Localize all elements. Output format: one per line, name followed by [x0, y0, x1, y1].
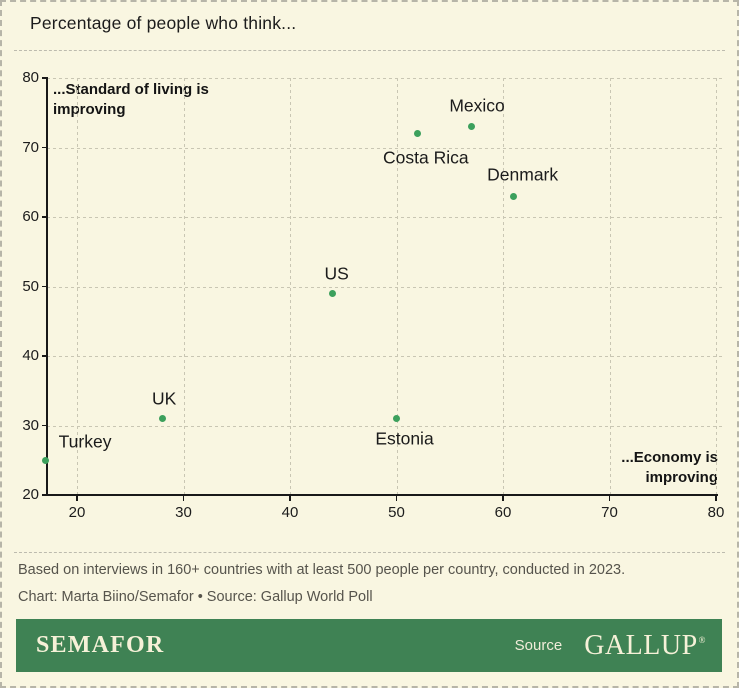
- h-gridline: [47, 78, 725, 79]
- data-point-estonia: [393, 415, 400, 423]
- title-separator: [14, 50, 725, 51]
- country-label-uk: UK: [152, 388, 177, 409]
- x-tick-label: 40: [281, 504, 299, 521]
- h-gridline: [47, 147, 725, 149]
- x-tick-label: 30: [175, 504, 192, 521]
- h-gridline: [47, 217, 725, 218]
- y-tick-label: 20: [22, 486, 39, 503]
- source-label: Source: [514, 637, 563, 654]
- x-tick-label: 80: [707, 504, 725, 521]
- v-gridline: [290, 78, 291, 495]
- h-gridline: [47, 425, 725, 427]
- y-tick-mark: [42, 146, 47, 149]
- x-axis-annotation-line2: improving: [645, 469, 718, 486]
- y-tick-label: 40: [22, 347, 39, 364]
- x-tick-label: 50: [388, 504, 405, 521]
- x-tick-mark: [715, 495, 717, 501]
- country-label-estonia: Estonia: [375, 428, 434, 449]
- v-gridline: [77, 78, 78, 495]
- x-tick-mark: [502, 495, 504, 501]
- x-axis-annotation: ...Economy is improving: [562, 448, 718, 488]
- country-label-turkey: Turkey: [58, 431, 112, 452]
- y-tick-mark: [42, 77, 47, 79]
- data-point-mexico: [467, 123, 475, 131]
- y-tick-label: 60: [22, 208, 39, 225]
- x-tick-label: 70: [601, 504, 618, 521]
- x-tick-mark: [76, 495, 78, 501]
- x-tick-mark: [289, 495, 291, 501]
- v-gridline: [396, 78, 398, 495]
- y-tick-label: 50: [22, 277, 39, 295]
- page-title: Percentage of people who think...: [30, 13, 297, 33]
- h-gridline: [47, 356, 725, 357]
- x-tick-label: 60: [494, 504, 512, 521]
- registered-trademark-icon: ®: [698, 635, 706, 646]
- x-tick-mark: [395, 495, 398, 501]
- y-tick-mark: [42, 424, 47, 427]
- y-tick-mark: [42, 494, 47, 496]
- y-axis-annotation: ...Standard of living is improving: [53, 80, 209, 120]
- x-axis-annotation-line1: ...Economy is: [621, 449, 718, 466]
- v-gridline: [609, 78, 611, 495]
- source-group: Source GALLUP®: [515, 630, 706, 662]
- y-tick-label: 30: [22, 416, 39, 434]
- x-tick-mark: [608, 495, 611, 501]
- v-gridline: [183, 78, 185, 495]
- chart-credit: Chart: Marta Biino/Semafor • Source: Gal…: [18, 589, 373, 605]
- v-gridline: [716, 78, 717, 495]
- gallup-logo: GALLUP®: [584, 630, 706, 662]
- y-tick-mark: [42, 285, 47, 288]
- data-point-uk: [158, 415, 166, 423]
- y-axis-annotation-line1: ...Standard of living is: [53, 81, 209, 98]
- methodology-note: Based on interviews in 160+ countries wi…: [18, 562, 626, 578]
- brand-bar: SEMAFOR Source GALLUP®: [16, 619, 722, 672]
- y-axis-annotation-line2: improving: [53, 101, 126, 118]
- y-tick-mark: [42, 216, 47, 218]
- semafor-logo: SEMAFOR: [36, 632, 165, 658]
- country-label-denmark: Denmark: [487, 164, 559, 185]
- x-tick-mark: [182, 495, 185, 501]
- data-point-denmark: [510, 192, 518, 200]
- h-gridline: [47, 286, 725, 288]
- country-label-us: US: [324, 263, 349, 284]
- data-point-us: [329, 289, 337, 297]
- country-label-mexico: Mexico: [449, 95, 505, 116]
- country-label-costa-rica: Costa Rica: [383, 147, 469, 168]
- y-axis-line: [46, 77, 48, 496]
- v-gridline: [503, 78, 504, 495]
- x-tick-label: 20: [68, 504, 86, 521]
- data-point-costa-rica: [414, 130, 422, 138]
- notes-separator: [14, 552, 725, 553]
- x-axis-line: [46, 494, 718, 496]
- y-tick-mark: [42, 355, 47, 357]
- y-tick-label: 80: [22, 69, 39, 86]
- y-tick-label: 70: [22, 138, 39, 156]
- data-point-turkey: [41, 456, 49, 464]
- gallup-wordmark: GALLUP: [584, 629, 698, 661]
